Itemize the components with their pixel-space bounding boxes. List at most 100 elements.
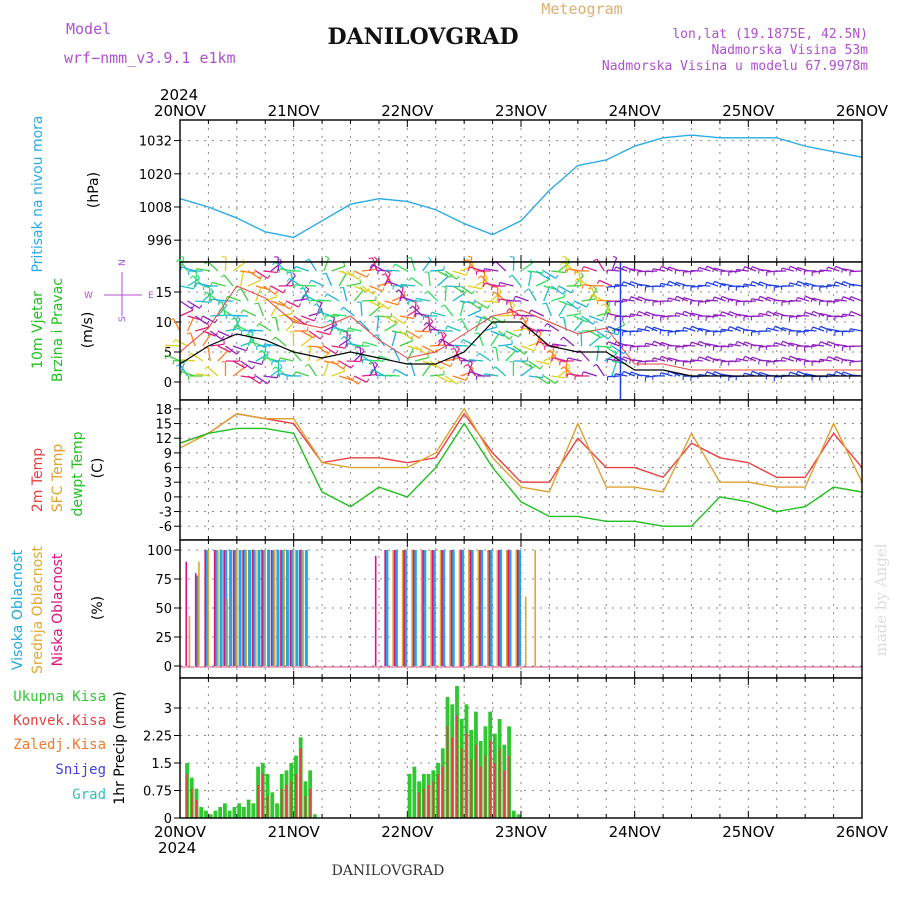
wind-barb xyxy=(255,287,262,302)
wind-barb xyxy=(221,302,227,317)
mid-cloud-bar xyxy=(198,561,200,666)
wind-barb-flag xyxy=(570,289,574,294)
wind-barb-flag xyxy=(279,363,283,368)
wind-barb-flag xyxy=(457,318,462,321)
wind-barb-flag xyxy=(377,375,379,380)
wind-barb xyxy=(179,309,194,317)
wind-barb xyxy=(478,352,492,362)
wind-barb xyxy=(607,269,620,272)
mid-cloud-bar xyxy=(458,550,461,666)
wind-barb-flag xyxy=(742,329,745,334)
wind-barb xyxy=(217,345,231,353)
wind-barb xyxy=(505,350,516,362)
wind-barb xyxy=(675,345,688,348)
wind-barb xyxy=(850,310,863,317)
wind-barb-flag xyxy=(467,255,473,259)
wind-barb xyxy=(338,375,353,382)
wind-barb xyxy=(371,257,378,272)
wind-barb xyxy=(834,343,847,347)
wind-barb xyxy=(495,260,507,272)
wind-barb-flag xyxy=(742,283,745,289)
wind-barb xyxy=(660,371,673,377)
wind-barb xyxy=(849,270,863,273)
wind-barb-flag xyxy=(712,268,715,273)
wind-barb xyxy=(179,285,194,290)
wind-barb-flag xyxy=(712,296,715,301)
ytick-label: 12 xyxy=(155,432,172,447)
cloud-panel: 0 25 50 75 100 xyxy=(147,539,863,679)
conv-precip-bar xyxy=(498,748,501,818)
wind-barb xyxy=(834,298,847,302)
wind-barb-flag xyxy=(275,292,278,297)
wind-barb-flag xyxy=(787,342,791,347)
wind-barb-flag xyxy=(486,304,491,309)
wind-barb xyxy=(440,332,446,347)
wind-barb xyxy=(399,340,413,347)
coords-label: lon,lat (19.1875E, 42.5N) xyxy=(672,27,868,42)
wind-barb-flag xyxy=(606,269,609,275)
wind-barb xyxy=(637,374,650,377)
wind-barb xyxy=(429,360,442,370)
wind-barb xyxy=(511,274,522,287)
low-cloud-bar xyxy=(441,550,443,666)
ytick-label: -3 xyxy=(159,506,172,521)
wind-barb xyxy=(827,355,840,362)
mid-cloud-bar xyxy=(430,550,432,666)
wind-barb xyxy=(410,277,423,287)
wind-barb-flag xyxy=(271,316,276,319)
mid-cloud-bar xyxy=(487,550,489,666)
wind-barb xyxy=(528,360,541,370)
wind-barb xyxy=(675,312,688,317)
wind-barb-flag xyxy=(803,312,806,317)
total-precip-bar xyxy=(199,807,204,818)
wind-barb-flag xyxy=(750,356,753,362)
high-cloud-bar xyxy=(489,550,493,666)
wind-barb xyxy=(385,374,400,377)
total-precip-bar xyxy=(237,803,242,818)
low-cloud-bar xyxy=(422,550,424,666)
wind-barb xyxy=(308,363,317,377)
wind-barb-flag xyxy=(606,313,609,318)
wind-barb xyxy=(430,269,445,272)
high-cloud-bar xyxy=(257,550,261,666)
wind-barb xyxy=(443,304,454,317)
wind-barb xyxy=(728,343,741,347)
wind-barb-flag xyxy=(449,362,453,367)
low-cloud-bar xyxy=(488,550,491,666)
wind-barb xyxy=(849,360,863,363)
wind-barb xyxy=(437,275,449,287)
wind-barb xyxy=(615,266,628,272)
wind-barb xyxy=(812,270,825,273)
wind-barb xyxy=(537,329,552,332)
wind-barb xyxy=(797,296,810,302)
bottom-date-25nov: 25NOV xyxy=(722,823,775,841)
wind-barb xyxy=(262,285,276,295)
wind-barb xyxy=(338,360,352,369)
wind-barb-flag xyxy=(666,297,670,302)
wind-barb-flag xyxy=(697,328,700,333)
wind-barb-flag xyxy=(324,293,328,298)
wind-barb-flag xyxy=(210,299,213,304)
top-date-24nov: 24NOV xyxy=(609,102,662,120)
wind-barb-flag xyxy=(644,343,647,348)
wind-barb-flag xyxy=(498,288,502,293)
wind-barb-flag xyxy=(408,277,412,281)
panel-background xyxy=(180,120,862,262)
wind-barb xyxy=(346,375,359,385)
wind-barb xyxy=(459,302,465,317)
wind-barb-flag xyxy=(256,323,260,327)
wind-barb-flag xyxy=(818,341,821,346)
wind-barb-flag xyxy=(628,268,631,273)
wind-barb xyxy=(551,296,565,302)
wind-barb xyxy=(361,373,376,377)
wind-barb xyxy=(850,328,863,332)
wind-barb-flag xyxy=(535,341,539,346)
wind-barb-flag xyxy=(430,329,432,334)
wind-barb xyxy=(588,330,602,339)
low-cloud-bar xyxy=(270,550,273,666)
wind-barb xyxy=(285,275,296,287)
wind-barb xyxy=(196,373,211,377)
wind-barb xyxy=(736,313,749,317)
wind-barb-flag xyxy=(467,371,471,376)
temp-ylabel-2: SFC Temp xyxy=(50,444,66,513)
